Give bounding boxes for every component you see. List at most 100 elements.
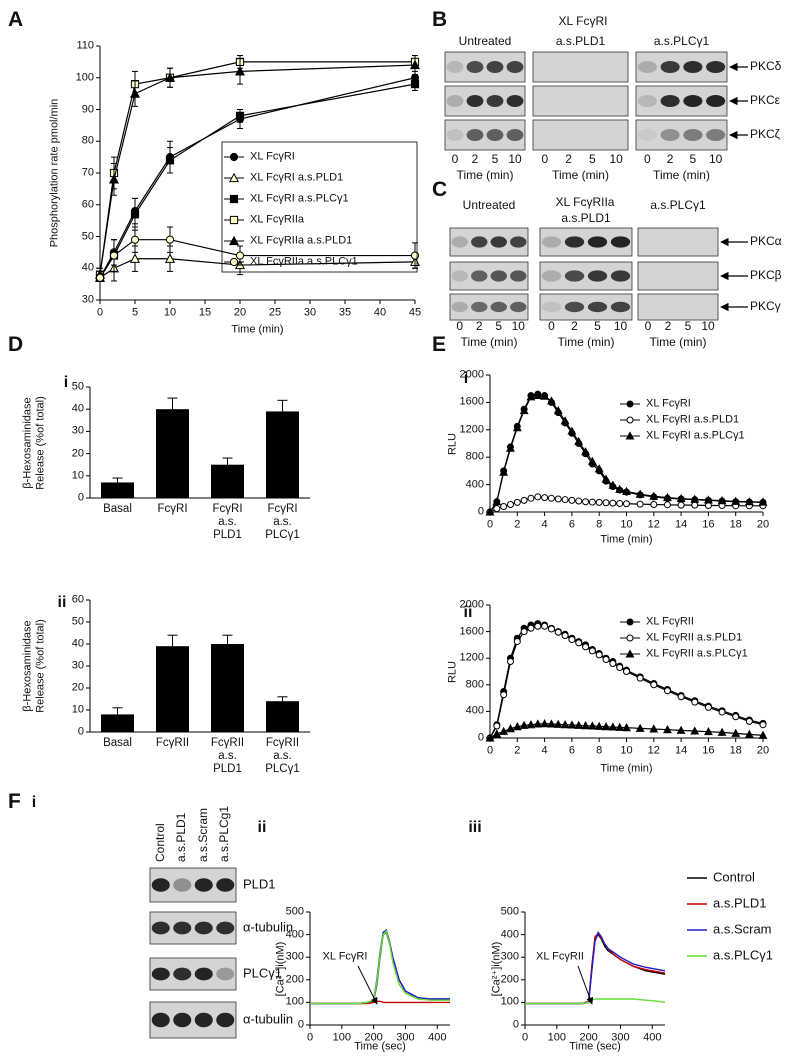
panel-letter: F — [8, 789, 21, 813]
marker — [567, 426, 577, 435]
x-tick-label: FcγRII a.s. PLCγ1 — [265, 737, 300, 776]
lane-label: 10 — [609, 152, 623, 167]
lane-label: 5 — [589, 152, 596, 167]
y-tick-label: 30 — [81, 293, 94, 306]
y-axis-label: β-Hexosaminidase Release (%of total) — [21, 395, 46, 490]
lane-label: 2 — [475, 319, 483, 334]
marker — [533, 390, 543, 400]
marker — [520, 628, 528, 636]
x-tick-label: 6 — [568, 744, 575, 757]
marker — [745, 717, 753, 725]
legend-marker — [626, 416, 634, 424]
x-tick-label: 12 — [647, 744, 660, 757]
marker — [623, 668, 630, 675]
blot-band — [471, 236, 488, 248]
marker — [95, 273, 105, 282]
blot-band — [564, 301, 585, 313]
legend-marker — [626, 634, 634, 642]
marker — [130, 210, 140, 219]
blot-band — [683, 129, 703, 141]
blot-band — [683, 61, 703, 73]
marker — [506, 658, 514, 666]
x-tick-label: Basal — [103, 503, 132, 515]
x-tick-label: 30 — [303, 306, 317, 319]
marker — [636, 500, 644, 508]
marker — [513, 498, 521, 506]
row-label: PKCζ — [750, 127, 780, 142]
panel-letter: C — [432, 177, 448, 201]
row-label: PKCγ — [750, 299, 781, 314]
legend-label: XL FcγRI a.s.PLD1 — [646, 413, 740, 426]
marker — [554, 628, 562, 636]
y-tick-label: 300 — [285, 950, 304, 963]
marker — [623, 500, 630, 508]
y-tick-label: 50 — [81, 230, 94, 243]
blot-band — [541, 270, 562, 282]
y-tick-label: 50 — [71, 615, 84, 628]
lane-label: 10 — [701, 319, 715, 334]
marker — [575, 639, 583, 647]
blot-band — [541, 301, 562, 313]
marker — [560, 416, 570, 425]
marker — [717, 727, 727, 736]
marker — [499, 467, 509, 476]
marker — [409, 59, 421, 70]
x-tick-label: 400 — [643, 1031, 662, 1044]
x-tick-label: 14 — [674, 518, 688, 531]
marker — [595, 651, 603, 659]
blot-group-label: a.s.PLCγ1 — [653, 34, 710, 49]
blot-band — [151, 921, 170, 935]
x-tick-label: 200 — [364, 1031, 383, 1044]
x-tick-label: 10 — [163, 306, 177, 319]
blot-frame — [532, 119, 629, 151]
x-tick-label: 300 — [611, 1031, 630, 1044]
marker — [595, 498, 603, 506]
legend-label: XL FcγRI a.s.PLCγ1 — [646, 429, 745, 442]
blot-axis-label: Time (min) — [456, 168, 514, 183]
marker — [582, 643, 590, 651]
marker — [165, 156, 175, 165]
x-axis-label: Time (sec) — [569, 1040, 621, 1053]
row-label: α-tubulin — [243, 919, 294, 935]
y-tick-label: 70 — [81, 166, 94, 179]
legend-marker — [228, 235, 240, 246]
y-axis-label: RLU — [446, 660, 459, 683]
blot-band — [471, 270, 488, 282]
marker — [554, 495, 562, 503]
lane-label: 2 — [571, 319, 578, 334]
legend-label: XL FcγRII a.s.PLCγ1 — [646, 647, 748, 660]
panel-sublabel: ii — [257, 818, 267, 836]
marker — [758, 497, 768, 506]
y-tick-label: 300 — [500, 950, 519, 963]
marker — [731, 728, 741, 737]
marker — [717, 496, 727, 505]
y-tick-label: 500 — [500, 905, 519, 918]
marker — [527, 624, 535, 632]
x-tick-label: FcγRI a.s. PLCγ1 — [265, 503, 300, 542]
marker — [534, 493, 542, 501]
lane-label: 10 — [613, 319, 628, 334]
x-axis-label: Time (min) — [231, 323, 284, 336]
x-axis-label: Time (sec) — [354, 1040, 406, 1053]
marker — [636, 674, 644, 682]
lane-label: 0 — [541, 152, 549, 167]
y-tick-label: 100 — [500, 996, 519, 1009]
marker — [622, 486, 631, 495]
blot-band — [637, 95, 657, 107]
y-tick-label: 30 — [71, 659, 84, 672]
x-tick-label: FcγRII a.s. PLD1 — [210, 737, 245, 776]
blot-band — [486, 95, 504, 107]
lane-label: 10 — [508, 152, 522, 167]
x-tick-label: 16 — [702, 518, 715, 531]
blot-band — [451, 236, 468, 248]
lane-label: 5 — [684, 319, 692, 334]
y-tick-label: 400 — [285, 928, 304, 941]
marker — [574, 436, 584, 445]
blot-axis-label: Time (min) — [653, 168, 710, 183]
marker — [587, 456, 597, 465]
annotation: XL FcγRII — [536, 950, 584, 963]
blot-band — [194, 967, 213, 981]
blot-band — [194, 921, 213, 935]
y-tick-label: 2000 — [459, 598, 484, 611]
x-tick-label: 2 — [514, 744, 521, 757]
